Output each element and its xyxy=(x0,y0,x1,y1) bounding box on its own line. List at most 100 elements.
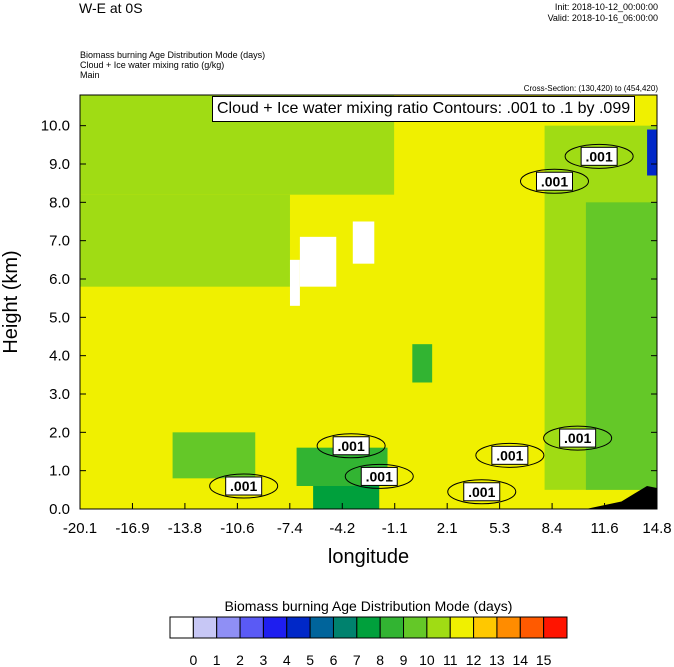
contour-line-1 xyxy=(316,433,386,459)
contour-line-4 xyxy=(475,442,545,468)
x-tick-label-7: 2.1 xyxy=(437,520,458,537)
x-tick-label-5: -4.2 xyxy=(329,520,355,537)
contour-label-box-5 xyxy=(559,428,597,448)
init-valid-times: Init: 2018-10-12_00:00:00 Valid: 2018-10… xyxy=(548,2,658,24)
x-tick-label-1: -16.9 xyxy=(115,520,149,537)
y-tick-label-4: 4.0 xyxy=(49,348,70,365)
contour-label-box-0 xyxy=(225,476,263,496)
colorbar-swatch-5 xyxy=(286,616,311,639)
colorbar-swatch-7 xyxy=(332,616,358,639)
desc-contour-field: Cloud + Ice water mixing ratio (g/kg) xyxy=(80,60,225,70)
region-east-inner xyxy=(585,202,657,490)
colorbar-swatch-0 xyxy=(169,616,194,639)
colorbar-swatch-3 xyxy=(239,616,264,639)
contour-label-box-1 xyxy=(332,436,370,456)
cross-section-endpoints: Cross-Section: (130,420) to (454,420) xyxy=(523,84,658,93)
colorbar-swatch-8 xyxy=(356,616,381,639)
x-tick-label-10: 11.6 xyxy=(590,520,618,537)
colorbar-swatch-2 xyxy=(216,616,241,639)
colorbar-label-1: 1 xyxy=(213,652,221,667)
desc-shaded-field: Biomass burning Age Distribution Mode (d… xyxy=(80,50,266,60)
init-time: Init: 2018-10-12_00:00:00 xyxy=(554,2,658,12)
colorbar-swatch-13 xyxy=(473,616,498,639)
colorbar-label-10: 10 xyxy=(419,652,435,667)
colorbar-label-12: 12 xyxy=(466,652,482,667)
contour-line-3 xyxy=(447,479,517,505)
contour-label-0: .001 xyxy=(230,478,257,494)
region-surface-core xyxy=(313,486,380,509)
colorbar-swatch-16 xyxy=(543,616,568,639)
field-descriptions: Biomass burning Age Distribution Mode (d… xyxy=(80,50,265,80)
plot-area: .001.001.001.001.001.001.001.001 xyxy=(80,95,657,509)
colorbar-swatch-4 xyxy=(262,616,288,639)
colorbar-swatch-12 xyxy=(449,616,475,639)
colorbar-label-7: 7 xyxy=(353,652,361,667)
colorbar-label-3: 3 xyxy=(260,652,268,667)
colorbar-swatch-11 xyxy=(426,616,451,639)
contour-label-6: .001 xyxy=(541,173,568,189)
contour-label-box-3 xyxy=(463,482,501,502)
x-tick-label-8: 5.3 xyxy=(489,520,510,537)
terrain xyxy=(585,486,657,509)
colorbar-title: Biomass burning Age Distribution Mode (d… xyxy=(225,598,513,614)
x-tick-label-9: 8.4 xyxy=(542,520,563,537)
region-mid-blob xyxy=(412,344,433,383)
y-tick-label-7: 7.0 xyxy=(49,233,70,250)
y-tick-label-9: 9.0 xyxy=(49,156,70,173)
axes: -20.1 -16.9 -13.8 -10.6 -7.4 -4.2 -1.1 2.1 5.3 8.… xyxy=(0,94,672,568)
contour-line-6 xyxy=(519,168,589,194)
contour-label-3: .001 xyxy=(468,484,495,500)
contour-line-5 xyxy=(543,425,613,451)
x-tick-label-3: -10.6 xyxy=(220,520,254,537)
contour-label-4: .001 xyxy=(496,447,523,463)
desc-domain: Main xyxy=(80,70,100,80)
contour-label-2: .001 xyxy=(366,468,393,484)
x-tick-label-2: -13.8 xyxy=(168,520,202,537)
contour-label-1: .001 xyxy=(338,438,365,454)
colorbar-label-2: 2 xyxy=(236,652,244,667)
y-tick-label-0: 0.0 xyxy=(49,501,70,518)
y-tick-label-1: 1.0 xyxy=(49,463,70,480)
contour-label-5: .001 xyxy=(564,430,591,446)
y-tick-label-2: 2.0 xyxy=(49,424,70,441)
y-tick-label-6: 6.0 xyxy=(49,271,70,288)
x-tick-label-0: -20.1 xyxy=(63,520,97,537)
colorbar-label-14: 14 xyxy=(513,652,529,667)
x-tick-label-11: 14.8 xyxy=(642,520,671,537)
contour-label-box-7 xyxy=(580,146,618,166)
colorbar-label-15: 15 xyxy=(536,652,552,667)
colorbar-swatch-14 xyxy=(496,616,521,639)
colorbar-label-9: 9 xyxy=(400,652,408,667)
y-axis-label: Height (km) xyxy=(0,250,22,353)
region-low-layer-west xyxy=(172,432,256,479)
plot-main-title: W-E at 0S xyxy=(79,0,143,16)
colorbar-label-0: 0 xyxy=(189,652,197,667)
valid-time: Valid: 2018-10-16_06:00:00 xyxy=(547,13,658,23)
contour-line-0 xyxy=(209,473,279,499)
contour-label-box-2 xyxy=(360,466,398,486)
colorbar-label-8: 8 xyxy=(376,652,384,667)
contour-line-2 xyxy=(344,463,414,489)
contour-label-box-6 xyxy=(535,171,573,191)
x-axis-label: longitude xyxy=(328,546,409,568)
y-tick-label-5: 5.0 xyxy=(49,309,70,326)
y-tick-label-8: 8.0 xyxy=(49,194,70,211)
x-tick-label-4: -7.4 xyxy=(277,520,303,537)
x-tick-label-6: -1.1 xyxy=(382,520,408,537)
y-tick-label-10: 10.0 xyxy=(41,118,70,135)
colorbar-label-5: 5 xyxy=(306,652,314,667)
region-east-top-blue xyxy=(647,129,657,176)
colorbar-label-13: 13 xyxy=(489,652,505,667)
colorbar: Biomass burning Age Distribution Mode (d… xyxy=(169,598,568,667)
colorbar-label-11: 11 xyxy=(443,652,458,667)
region-gap-1 xyxy=(289,259,300,306)
colorbar-swatch-10 xyxy=(403,616,428,639)
plot-frame xyxy=(79,94,658,510)
colorbar-swatch-6 xyxy=(309,616,334,639)
region-upper-left-wedge xyxy=(80,194,290,287)
contour-info-box: Cloud + Ice water mixing ratio Contours:… xyxy=(212,96,636,122)
contour-label-box-4 xyxy=(491,445,529,465)
colorbar-swatch-15 xyxy=(519,616,545,639)
colorbar-label-4: 4 xyxy=(283,652,291,667)
